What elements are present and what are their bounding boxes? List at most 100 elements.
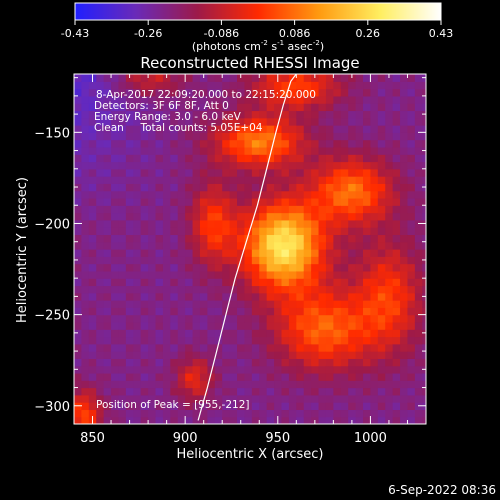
heatmap-cell	[414, 212, 423, 221]
heatmap-cell	[214, 351, 223, 359]
heatmap-cell	[177, 212, 186, 221]
heatmap-cell	[81, 197, 90, 206]
heatmap-cell	[170, 285, 179, 294]
heatmap-cell	[363, 132, 372, 141]
heatmap-cell	[422, 168, 426, 177]
heatmap-cell	[162, 132, 171, 141]
heatmap-cell	[407, 402, 416, 411]
heatmap-cell	[325, 219, 334, 228]
heatmap-cell	[148, 176, 157, 184]
heatmap-cell	[325, 197, 334, 206]
heatmap-cell	[229, 307, 238, 316]
heatmap-cell	[133, 416, 142, 424]
heatmap-cell	[259, 190, 268, 199]
heatmap-cell	[355, 409, 364, 418]
heatmap-cell	[133, 74, 142, 82]
heatmap-cell	[340, 380, 349, 389]
heatmap-cell	[288, 343, 297, 352]
heatmap-cell	[340, 292, 349, 301]
heatmap-cell	[237, 263, 246, 272]
heatmap-cell	[266, 343, 275, 352]
heatmap-cell	[103, 351, 112, 359]
heatmap-cell	[266, 249, 275, 257]
heatmap-cell	[125, 197, 134, 206]
heatmap-cell	[192, 74, 201, 82]
heatmap-cell	[340, 372, 349, 381]
heatmap-cell	[148, 314, 157, 323]
heatmap-cell	[259, 307, 268, 316]
heatmap-cell	[363, 176, 372, 184]
heatmap-cell	[311, 372, 320, 381]
heatmap-cell	[214, 205, 223, 214]
heatmap-cell	[140, 394, 149, 403]
heatmap-cell	[414, 358, 423, 367]
heatmap-cell	[237, 205, 246, 214]
heatmap-cell	[296, 161, 305, 170]
heatmap-cell	[222, 183, 231, 192]
heatmap-cell	[96, 394, 105, 403]
heatmap-cell	[392, 249, 401, 257]
heatmap-cell	[140, 402, 149, 411]
heatmap-cell	[311, 249, 320, 257]
heatmap-cell	[274, 343, 283, 352]
heatmap-cell	[177, 176, 186, 184]
annotation-detectors: Detectors: 3F 6F 8F, Att 0	[94, 100, 229, 112]
heatmap-cell	[377, 336, 386, 345]
heatmap-cell	[318, 394, 327, 403]
heatmap-cell	[281, 161, 290, 170]
heatmap-cell	[377, 227, 386, 236]
heatmap-cell	[229, 387, 238, 396]
heatmap-cell	[407, 321, 416, 330]
heatmap-cell	[103, 292, 112, 301]
heatmap-cell	[318, 380, 327, 389]
heatmap-cell	[340, 139, 349, 148]
heatmap-cell	[155, 110, 164, 119]
heatmap-cell	[207, 372, 216, 381]
heatmap-cell	[303, 387, 312, 396]
heatmap-cell	[222, 146, 231, 155]
heatmap-cell	[251, 249, 260, 257]
heatmap-cell	[251, 416, 260, 424]
heatmap-cell	[214, 307, 223, 316]
heatmap-cell	[192, 241, 201, 250]
heatmap-cell	[148, 402, 157, 411]
heatmap-cell	[311, 321, 320, 330]
heatmap-cell	[148, 285, 157, 294]
heatmap-cell	[303, 190, 312, 199]
heatmap-cell	[170, 380, 179, 389]
heatmap-cell	[407, 292, 416, 301]
heatmap-cell	[148, 219, 157, 228]
heatmap-cell	[222, 336, 231, 345]
heatmap-cell	[355, 307, 364, 316]
heatmap-cell	[155, 394, 164, 403]
heatmap-cell	[177, 197, 186, 206]
heatmap-cell	[363, 125, 372, 133]
heatmap-cell	[385, 161, 394, 170]
heatmap-cell	[296, 336, 305, 345]
heatmap-cell	[251, 168, 260, 177]
heatmap-cell	[96, 190, 105, 199]
heatmap-cell	[140, 307, 149, 316]
heatmap-cell	[177, 278, 186, 287]
heatmap-cell	[281, 249, 290, 257]
heatmap-cell	[170, 402, 179, 411]
heatmap-cell	[88, 372, 97, 381]
heatmap-cell	[363, 154, 372, 163]
heatmap-cell	[303, 321, 312, 330]
heatmap-cell	[222, 88, 231, 97]
heatmap-cell	[348, 387, 357, 396]
heatmap-cell	[333, 402, 342, 411]
heatmap-cell	[177, 263, 186, 272]
heatmap-cell	[103, 125, 112, 133]
heatmap-cell	[140, 336, 149, 345]
heatmap-cell	[177, 168, 186, 177]
heatmap-cell	[162, 103, 171, 112]
heatmap-cell	[355, 372, 364, 381]
heatmap-cell	[296, 365, 305, 374]
heatmap-cell	[385, 176, 394, 184]
heatmap-cell	[281, 387, 290, 396]
heatmap-cell	[185, 256, 194, 265]
heatmap-cell	[133, 241, 142, 250]
heatmap-cell	[325, 132, 334, 141]
heatmap-cell	[377, 270, 386, 279]
